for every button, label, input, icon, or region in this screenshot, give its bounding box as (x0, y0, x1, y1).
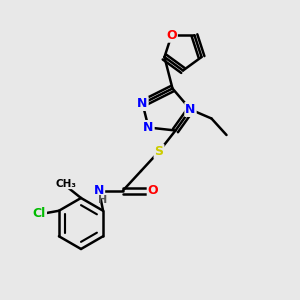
Text: N: N (185, 103, 196, 116)
Text: N: N (137, 97, 148, 110)
Text: N: N (94, 184, 104, 197)
Text: O: O (166, 29, 177, 42)
Text: H: H (98, 195, 107, 205)
Text: S: S (154, 145, 164, 158)
Text: Cl: Cl (33, 207, 46, 220)
Text: O: O (148, 184, 158, 197)
Text: CH₃: CH₃ (56, 178, 76, 189)
Text: N: N (143, 121, 154, 134)
